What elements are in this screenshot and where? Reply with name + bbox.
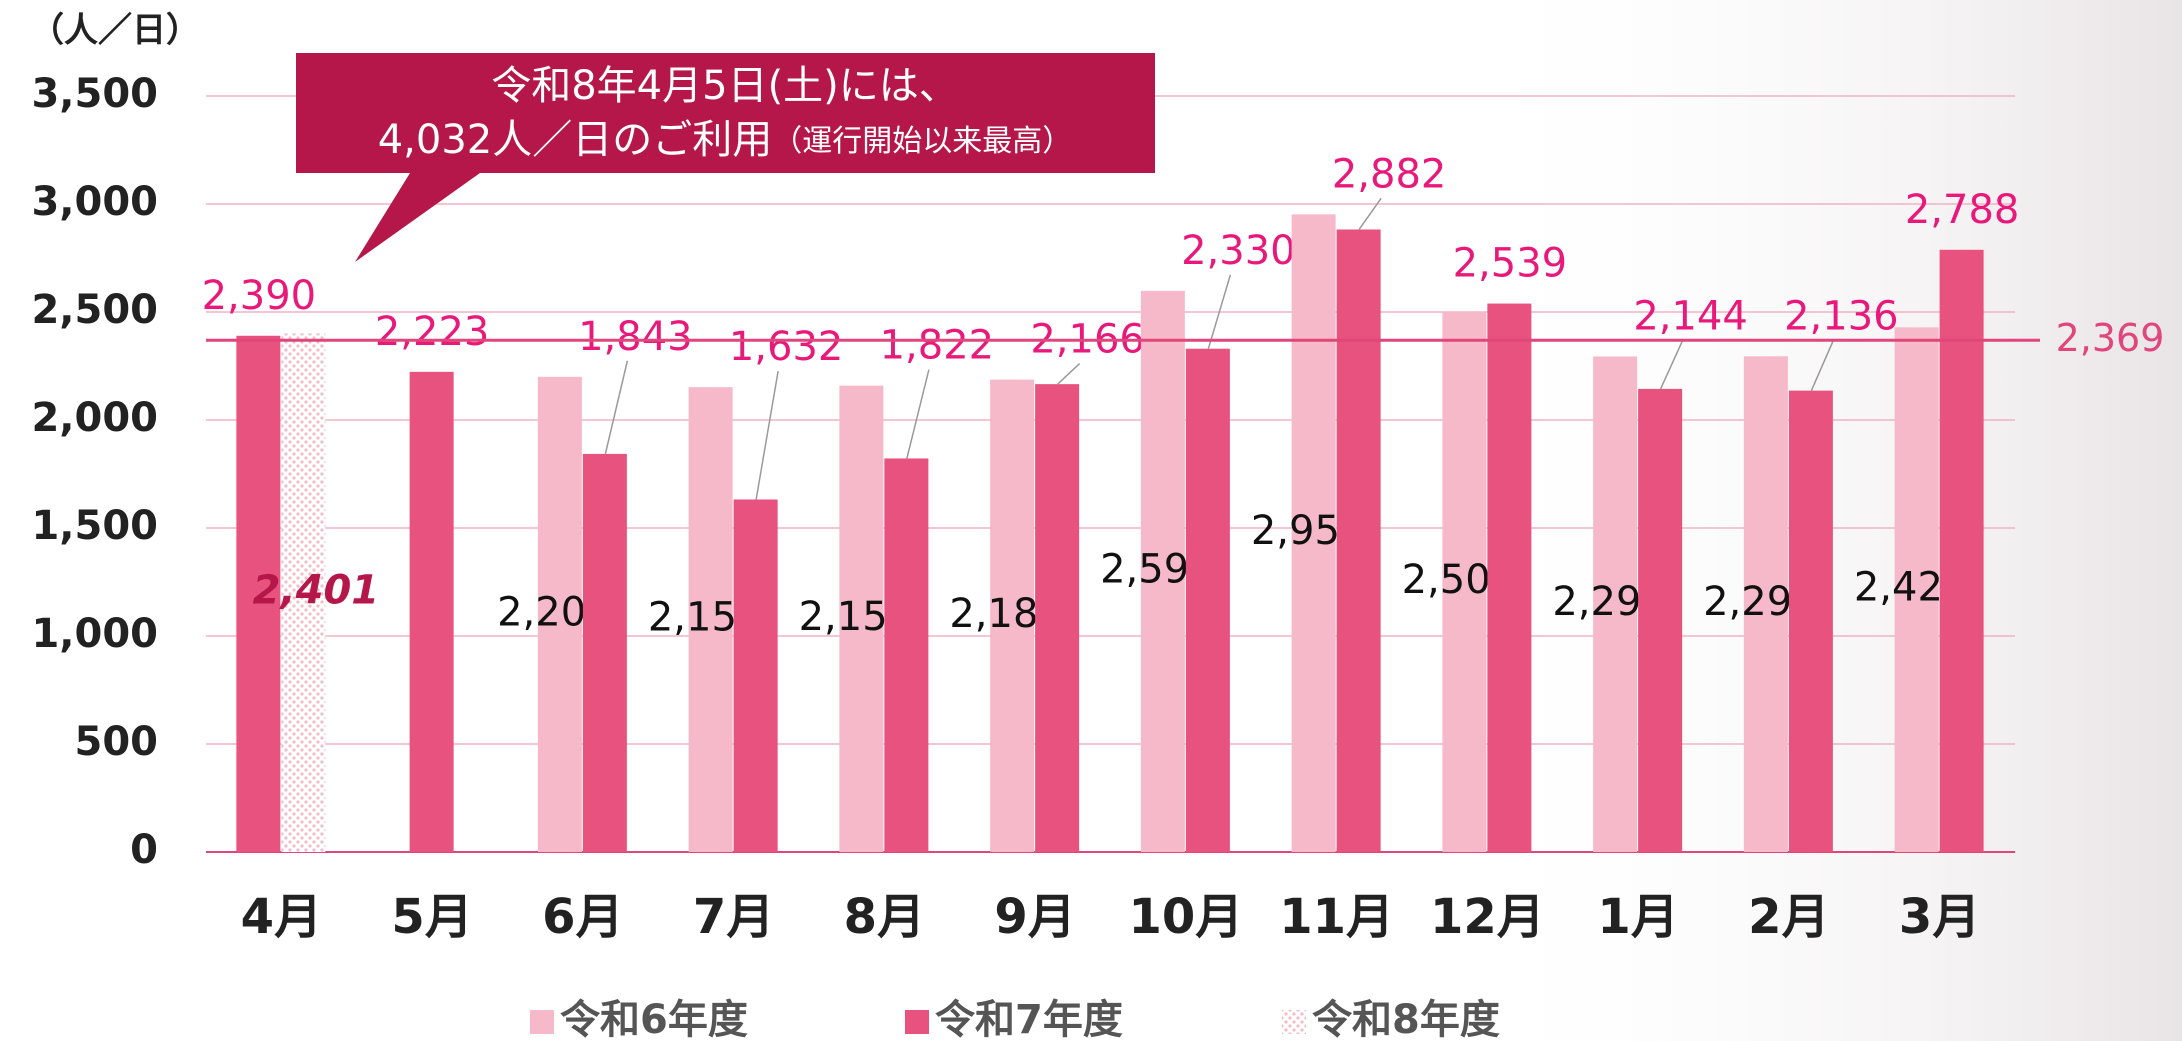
value-label: 2,788: [1905, 187, 2020, 233]
value-label: 1,843: [578, 314, 693, 360]
legend-label: 令和8年度: [1312, 997, 1500, 1041]
value-label: 1,632: [729, 324, 844, 370]
bar: [582, 453, 627, 852]
y-tick-label: 3,000: [31, 179, 158, 225]
y-tick-label: 0: [130, 827, 158, 873]
y-tick-label: 1,000: [31, 611, 158, 657]
bar: [1442, 311, 1487, 852]
bar: [1788, 390, 1833, 852]
leader-line: [1810, 339, 1835, 391]
x-tick-label: 3月: [1899, 889, 1980, 945]
y-tick-label: 500: [75, 719, 159, 765]
annotation-text: 令和8年4月5日(土)には、: [491, 63, 959, 109]
bar: [236, 335, 281, 852]
annotation-text: 4,032人／日のご利用（運行開始以来最高）: [378, 117, 1073, 163]
bar: [1291, 214, 1336, 853]
legend-label: 令和7年度: [935, 997, 1123, 1041]
legend-swatch: [1282, 1010, 1306, 1034]
leader-line: [604, 360, 629, 455]
x-tick-label: 8月: [844, 889, 925, 945]
annotation-text: 4,032人／日のご利用: [378, 117, 773, 163]
bar: [1487, 303, 1532, 852]
y-tick-label: 2,500: [31, 287, 158, 333]
legend-swatch: [530, 1010, 554, 1034]
value-label: 2,136: [1784, 293, 1899, 339]
bar: [1939, 249, 1984, 853]
value-label: 1,822: [880, 323, 995, 369]
bar: [409, 371, 454, 852]
x-tick-label: 4月: [241, 889, 322, 945]
bar: [1638, 388, 1683, 852]
bar: [537, 376, 582, 852]
value-label: 2,401: [253, 568, 380, 614]
value-label: 2,144: [1633, 293, 1748, 339]
value-label: 2,390: [202, 273, 317, 319]
legend-swatch: [905, 1010, 929, 1034]
bar: [1894, 327, 1939, 852]
bar: [1035, 384, 1080, 852]
x-tick-label: 9月: [994, 889, 1075, 945]
x-tick-label: 7月: [693, 889, 774, 945]
y-tick-label: 3,500: [31, 71, 158, 117]
leader-line: [906, 369, 930, 459]
value-label: 2,539: [1453, 241, 1568, 287]
value-label: 2,223: [375, 309, 490, 355]
legend-label: 令和6年度: [560, 997, 748, 1041]
x-tick-label: 1月: [1597, 889, 1678, 945]
x-tick-label: 11月: [1279, 889, 1394, 945]
leader-line: [1659, 340, 1684, 390]
bar: [1185, 348, 1230, 852]
annotation-text: （運行開始以来最高）: [772, 124, 1072, 159]
bar: [1743, 356, 1788, 852]
annotation-box: [296, 53, 1155, 262]
leader-line: [1057, 363, 1081, 385]
value-label: 2,882: [1332, 151, 1447, 197]
leader-line: [1358, 197, 1382, 230]
bar: [839, 385, 884, 852]
bar: [281, 333, 326, 852]
bar: [884, 458, 929, 852]
bar: [1593, 356, 1638, 852]
y-tick-label: 1,500: [31, 503, 158, 549]
bar: [1336, 229, 1381, 852]
y-tick-label: 2,000: [31, 395, 158, 441]
x-tick-label: 10月: [1128, 889, 1243, 945]
bar: [688, 387, 733, 852]
value-label: 2,330: [1181, 228, 1296, 274]
leader-line: [1207, 274, 1232, 349]
x-tick-label: 6月: [542, 889, 623, 945]
bar: [733, 499, 778, 852]
leader-line: [755, 371, 779, 500]
bar: [990, 379, 1035, 852]
y-unit-label: （人／日）: [30, 11, 200, 51]
bar: [1140, 290, 1185, 852]
reference-label: 2,369: [2056, 316, 2165, 360]
x-tick-label: 2月: [1748, 889, 1829, 945]
x-tick-label: 12月: [1430, 889, 1545, 945]
x-tick-label: 5月: [391, 889, 472, 945]
